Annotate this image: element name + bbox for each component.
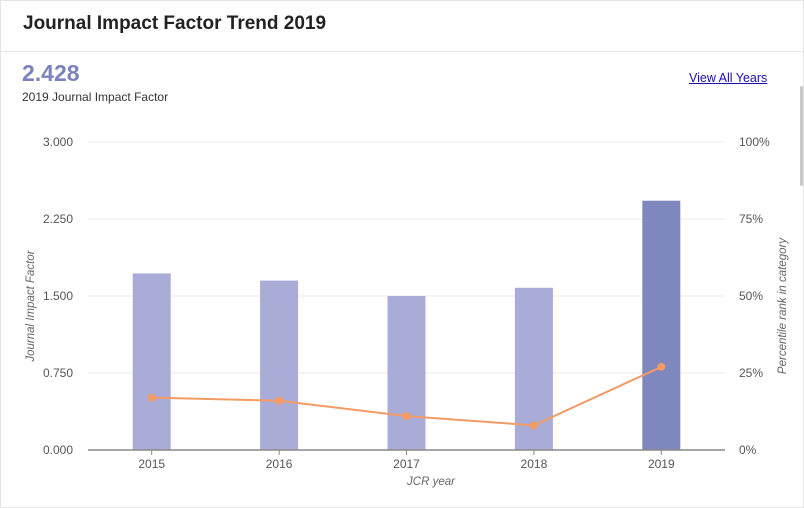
view-all-years-link[interactable]: View All Years bbox=[689, 71, 768, 85]
percentile-point-2019 bbox=[657, 362, 666, 371]
card-title: Journal Impact Factor Trend 2019 bbox=[23, 13, 327, 34]
bar-2019 bbox=[642, 200, 681, 450]
scrollbar-thumb[interactable] bbox=[800, 86, 803, 186]
percentile-point-2018 bbox=[529, 421, 538, 430]
percentile-point-2017 bbox=[402, 412, 411, 421]
x-tick-label: 2017 bbox=[393, 457, 420, 471]
y-left-tick-label: 0.750 bbox=[43, 366, 73, 380]
x-tick-label: 2018 bbox=[521, 457, 548, 471]
percentile-point-2016 bbox=[275, 396, 284, 405]
x-axis-title: JCR year bbox=[406, 476, 456, 488]
bar-2015 bbox=[132, 273, 171, 450]
impact-factor-value: 2.428 bbox=[22, 60, 80, 86]
y-left-tick-label: 1.500 bbox=[43, 289, 73, 303]
card-header: Journal Impact Factor Trend 2019 bbox=[1, 1, 803, 52]
y-right-axis-title: Percentile rank in category bbox=[777, 237, 789, 374]
y-left-tick-label: 2.250 bbox=[43, 212, 73, 226]
y-right-tick-label: 50% bbox=[739, 289, 763, 303]
y-right-tick-label: 75% bbox=[739, 212, 763, 226]
y-left-tick-label: 3.000 bbox=[43, 135, 73, 149]
y-left-tick-label: 0.000 bbox=[43, 443, 73, 457]
bar-2016 bbox=[260, 280, 299, 450]
impact-factor-label: 2019 Journal Impact Factor bbox=[22, 90, 169, 104]
y-right-tick-label: 100% bbox=[739, 135, 770, 149]
y-left-axis-title: Journal Impact Factor bbox=[25, 249, 37, 362]
y-right-tick-label: 0% bbox=[739, 443, 757, 457]
percentile-point-2015 bbox=[147, 393, 156, 402]
x-tick-label: 2016 bbox=[266, 457, 293, 471]
bar-2017 bbox=[387, 296, 426, 450]
x-tick-label: 2015 bbox=[138, 457, 165, 471]
x-tick-label: 2019 bbox=[648, 457, 675, 471]
y-right-tick-label: 25% bbox=[739, 366, 763, 380]
